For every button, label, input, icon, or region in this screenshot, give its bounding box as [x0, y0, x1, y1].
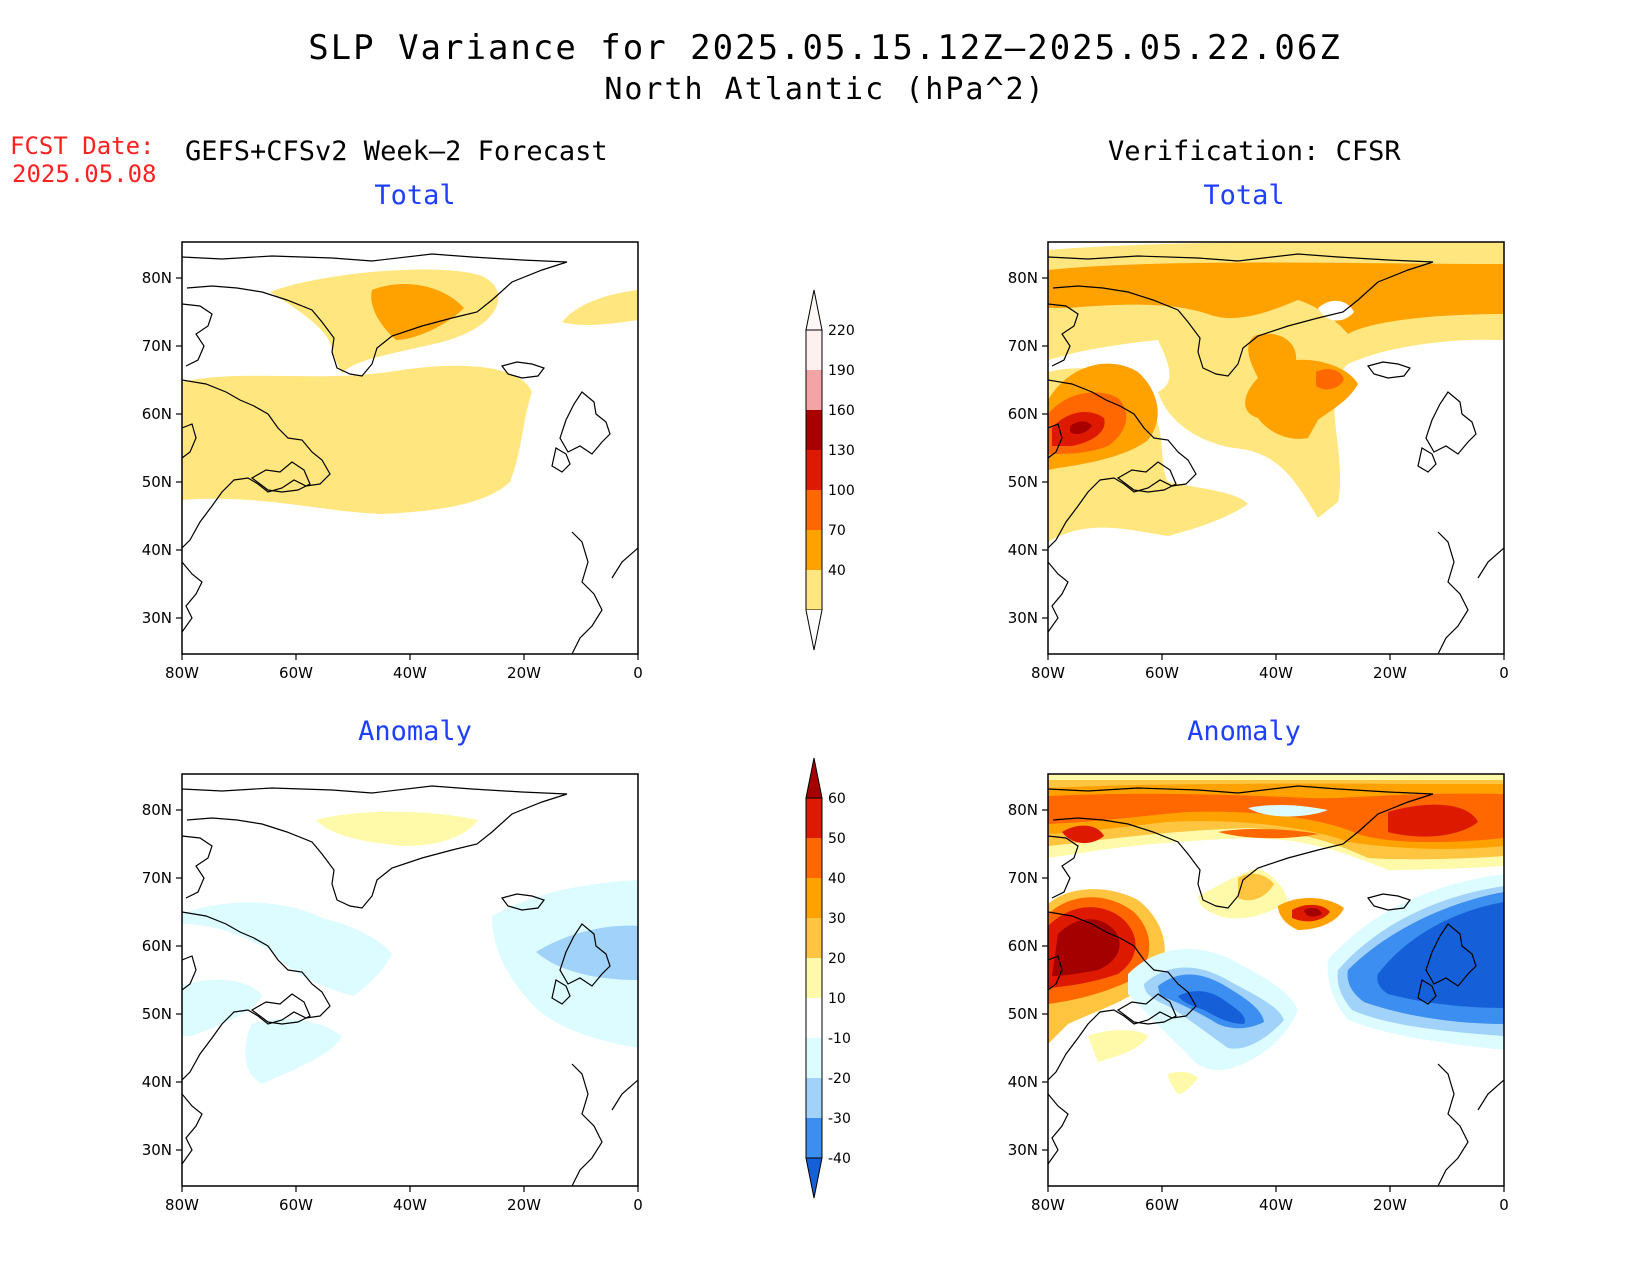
lat-tick-label: 70N — [1008, 337, 1038, 355]
lat-tick-label: 60N — [142, 937, 172, 955]
colorbar-swatch — [806, 330, 822, 370]
lat-tick-label: 60N — [1008, 405, 1038, 423]
forecast-total-map — [181, 241, 639, 655]
lat-tick-label: 60N — [142, 405, 172, 423]
lon-tick-label: 60W — [1145, 664, 1179, 682]
lon-tick-label: 80W — [1031, 664, 1065, 682]
colorbar-level-label: 130 — [828, 443, 855, 459]
lat-tick-label: 80N — [142, 269, 172, 287]
verification-total-map — [1047, 241, 1505, 655]
colorbar-level-label: 60 — [828, 791, 846, 807]
colorbar-level-label: -10 — [828, 1031, 851, 1047]
colorbar-swatch — [806, 1118, 822, 1158]
colorbar-swatch — [806, 998, 822, 1038]
colorbar-total: 220 190 160 130 100 70 40 — [805, 289, 855, 651]
fcst-date-label: FCST Date: — [10, 132, 155, 160]
lat-tick-label: 30N — [1008, 1141, 1038, 1159]
colorbar-swatch — [806, 490, 822, 530]
lon-tick-label: 20W — [507, 1196, 541, 1214]
lat-tick-label: 50N — [1008, 1005, 1038, 1023]
lon-tick-label: 60W — [279, 664, 313, 682]
forecast-column-title: GEFS+CFSv2 Week–2 Forecast — [185, 136, 608, 167]
colorbar-swatch — [806, 878, 822, 918]
colorbar-level-label: 20 — [828, 951, 846, 967]
colorbar-level-label: -30 — [828, 1111, 851, 1127]
colorbar-swatch — [806, 1078, 822, 1118]
lat-tick-label: 50N — [142, 1005, 172, 1023]
colorbar-swatch — [806, 918, 822, 958]
lat-tick-label: 80N — [1008, 801, 1038, 819]
lon-tick-label: 40W — [393, 1196, 427, 1214]
lat-tick-label: 30N — [1008, 609, 1038, 627]
lon-tick-label: 20W — [1373, 664, 1407, 682]
panel-title-forecast-total: Total — [374, 180, 456, 211]
colorbar-swatch — [806, 570, 822, 610]
colorbar-swatch — [806, 530, 822, 570]
colorbar-level-label: 220 — [828, 323, 855, 339]
lon-tick-label: 0 — [1499, 664, 1509, 682]
lon-tick-label: 40W — [393, 664, 427, 682]
lon-tick-label: 20W — [1373, 1196, 1407, 1214]
colorbar-swatch — [806, 1038, 822, 1078]
lon-tick-label: 0 — [633, 664, 643, 682]
colorbar-swatch — [806, 838, 822, 878]
colorbar-level-label: 10 — [828, 991, 846, 1007]
colorbar-level-label: 50 — [828, 831, 846, 847]
panel-title-forecast-anomaly: Anomaly — [358, 716, 472, 747]
lon-tick-label: 80W — [165, 1196, 199, 1214]
colorbar-level-label: -40 — [828, 1151, 851, 1167]
colorbar-swatch — [806, 370, 822, 410]
colorbar-level-label: 30 — [828, 911, 846, 927]
lon-tick-label: 0 — [633, 1196, 643, 1214]
lon-tick-label: 60W — [279, 1196, 313, 1214]
lon-tick-label: 80W — [1031, 1196, 1065, 1214]
lat-tick-label: 70N — [1008, 869, 1038, 887]
colorbar-level-label: 100 — [828, 483, 855, 499]
forecast-anomaly-map — [181, 773, 639, 1187]
colorbar-swatch — [806, 450, 822, 490]
lon-tick-label: 40W — [1259, 1196, 1293, 1214]
lat-tick-label: 40N — [142, 541, 172, 559]
lat-tick-label: 50N — [142, 473, 172, 491]
panel-title-verification-total: Total — [1203, 180, 1285, 211]
lat-tick-label: 40N — [142, 1073, 172, 1091]
chart-subtitle: North Atlantic (hPa^2) — [604, 72, 1046, 107]
colorbar-swatch — [806, 798, 822, 838]
lat-tick-label: 80N — [1008, 269, 1038, 287]
lat-tick-label: 50N — [1008, 473, 1038, 491]
lon-tick-label: 0 — [1499, 1196, 1509, 1214]
lat-tick-label: 40N — [1008, 1073, 1038, 1091]
map-axes: 80N 70N 60N 50N 40N 30N 80W 60W 40W 20W 0 80N 70N 60N… — [142, 269, 1509, 1214]
colorbar-level-label: 40 — [828, 563, 846, 579]
colorbar-level-label: 190 — [828, 363, 855, 379]
lat-tick-label: 80N — [142, 801, 172, 819]
panel-title-verification-anomaly: Anomaly — [1187, 716, 1301, 747]
lat-tick-label: 60N — [1008, 937, 1038, 955]
lat-tick-label: 70N — [142, 869, 172, 887]
lat-tick-label: 40N — [1008, 541, 1038, 559]
verification-column-title: Verification: CFSR — [1108, 136, 1401, 167]
lat-tick-label: 70N — [142, 337, 172, 355]
colorbar-level-label: 70 — [828, 523, 846, 539]
verification-anomaly-map — [1047, 773, 1505, 1187]
lat-tick-label: 30N — [142, 1141, 172, 1159]
colorbar-anomaly: 60 50 40 30 20 10 -10 -20 -30 -40 — [805, 757, 851, 1199]
lon-tick-label: 80W — [165, 664, 199, 682]
lon-tick-label: 60W — [1145, 1196, 1179, 1214]
fcst-date-value: 2025.05.08 — [12, 160, 157, 188]
colorbar-swatch — [806, 958, 822, 998]
colorbar-level-label: 40 — [828, 871, 846, 887]
colorbar-swatch — [806, 410, 822, 450]
lat-tick-label: 30N — [142, 609, 172, 627]
lon-tick-label: 20W — [507, 664, 541, 682]
colorbar-level-label: -20 — [828, 1071, 851, 1087]
chart-title: SLP Variance for 2025.05.15.12Z–2025.05.… — [308, 28, 1342, 68]
lon-tick-label: 40W — [1259, 664, 1293, 682]
colorbar-level-label: 160 — [828, 403, 855, 419]
